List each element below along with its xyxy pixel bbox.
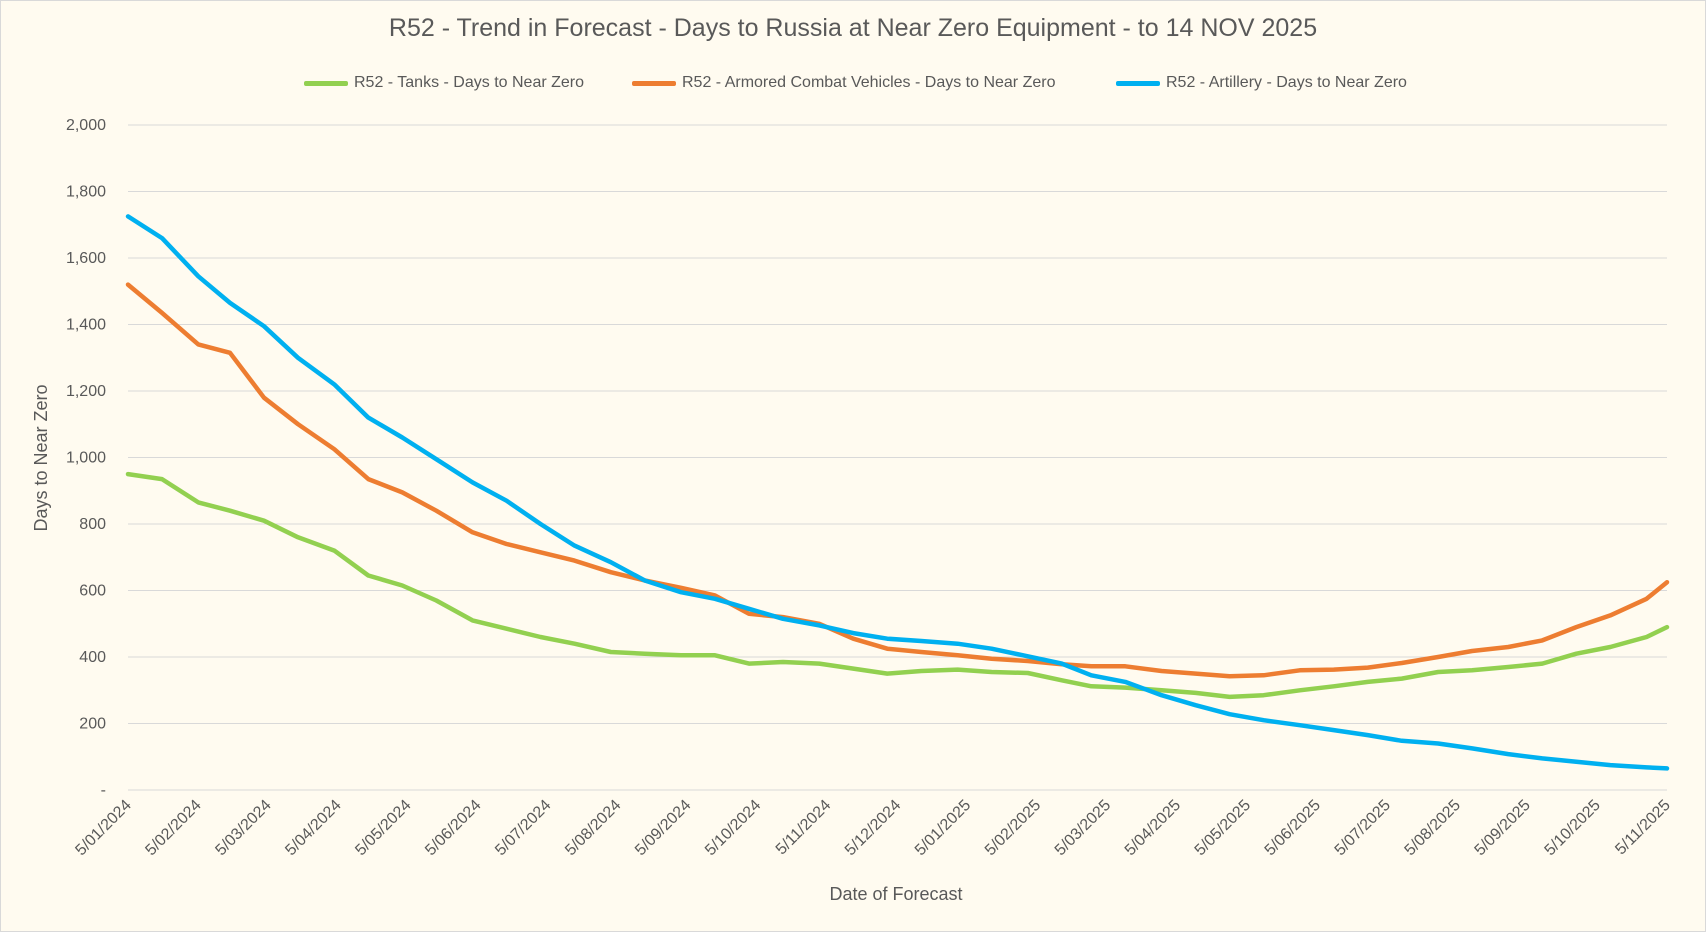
x-tick-label: 5/01/2025 [912, 797, 974, 859]
legend-label-tanks: R52 - Tanks - Days to Near Zero [354, 74, 585, 91]
series-line-acv [125, 282, 1670, 679]
y-tick-label: 1,600 [66, 250, 106, 267]
y-tick-label: 800 [79, 516, 106, 533]
x-tick-label: 5/06/2025 [1262, 797, 1324, 859]
x-tick-label: 5/06/2024 [422, 797, 484, 859]
x-tick-label: 5/09/2024 [632, 797, 694, 859]
legend-swatch-acv [632, 80, 676, 86]
x-tick-label: 5/12/2024 [842, 797, 904, 859]
x-tick-label: 5/07/2025 [1332, 797, 1394, 859]
x-tick-label: 5/09/2025 [1472, 797, 1534, 859]
legend-item-acv: R52 - Armored Combat Vehicles - Days to … [632, 74, 1055, 92]
y-tick-label: 400 [79, 649, 106, 666]
x-tick-label: 5/07/2024 [492, 797, 554, 859]
y-tick-label: 2,000 [66, 117, 106, 134]
x-tick-label: 5/08/2025 [1402, 797, 1464, 859]
x-tick-label: 5/11/2025 [1612, 797, 1674, 859]
y-axis-title: Days to Near Zero [31, 384, 51, 531]
x-tick-label: 5/03/2025 [1052, 797, 1114, 859]
series-line-artillery [125, 214, 1670, 771]
series-line-tanks [125, 471, 1670, 700]
legend-item-tanks: R52 - Tanks - Days to Near Zero [304, 74, 584, 92]
y-tick-label: - [101, 782, 106, 799]
y-tick-label: 1,000 [66, 450, 106, 467]
x-tick-label: 5/11/2024 [773, 797, 835, 859]
y-tick-label: 1,200 [66, 383, 106, 400]
y-tick-label: 1,400 [66, 317, 106, 334]
legend-swatch-tanks [304, 80, 348, 86]
y-tick-label: 1,800 [66, 184, 106, 201]
x-tick-label: 5/01/2024 [72, 797, 134, 859]
chart-title: R52 - Trend in Forecast - Days to Russia… [388, 14, 1318, 42]
y-tick-label: 200 [79, 716, 106, 733]
x-tick-label: 5/10/2025 [1542, 797, 1604, 859]
x-tick-label: 5/10/2024 [702, 797, 764, 859]
x-tick-label: 5/02/2025 [982, 797, 1044, 859]
x-tick-label: 5/03/2024 [212, 797, 274, 859]
legend-label-artillery: R52 - Artillery - Days to Near Zero [1166, 74, 1407, 91]
x-axis-ticks: 5/01/2024 5/02/2024 5/03/2024 5/04/2024 5/05… [72, 797, 1673, 859]
legend-item-artillery: R52 - Artillery - Days to Near Zero [1116, 74, 1407, 92]
gridlines [128, 124, 1667, 791]
x-tick-label: 5/05/2024 [352, 797, 414, 859]
chart-legend: R52 - Tanks - Days to Near Zero R52 - Ar… [0, 74, 1706, 96]
x-tick-label: 5/02/2024 [142, 797, 204, 859]
series-lines [125, 214, 1670, 771]
x-tick-label: 5/04/2025 [1122, 797, 1184, 859]
legend-label-acv: R52 - Armored Combat Vehicles - Days to … [682, 74, 1056, 91]
x-tick-label: 5/08/2024 [562, 797, 624, 859]
x-tick-label: 5/05/2025 [1192, 797, 1254, 859]
legend-swatch-artillery [1116, 80, 1160, 86]
x-axis-title: Date of Forecast [829, 884, 962, 904]
y-tick-label: 600 [79, 583, 106, 600]
x-tick-label: 5/04/2024 [282, 797, 344, 859]
y-axis-ticks: - 200 400 600 800 1,000 1,200 1,400 1,600 1,800 2,… [66, 117, 106, 799]
